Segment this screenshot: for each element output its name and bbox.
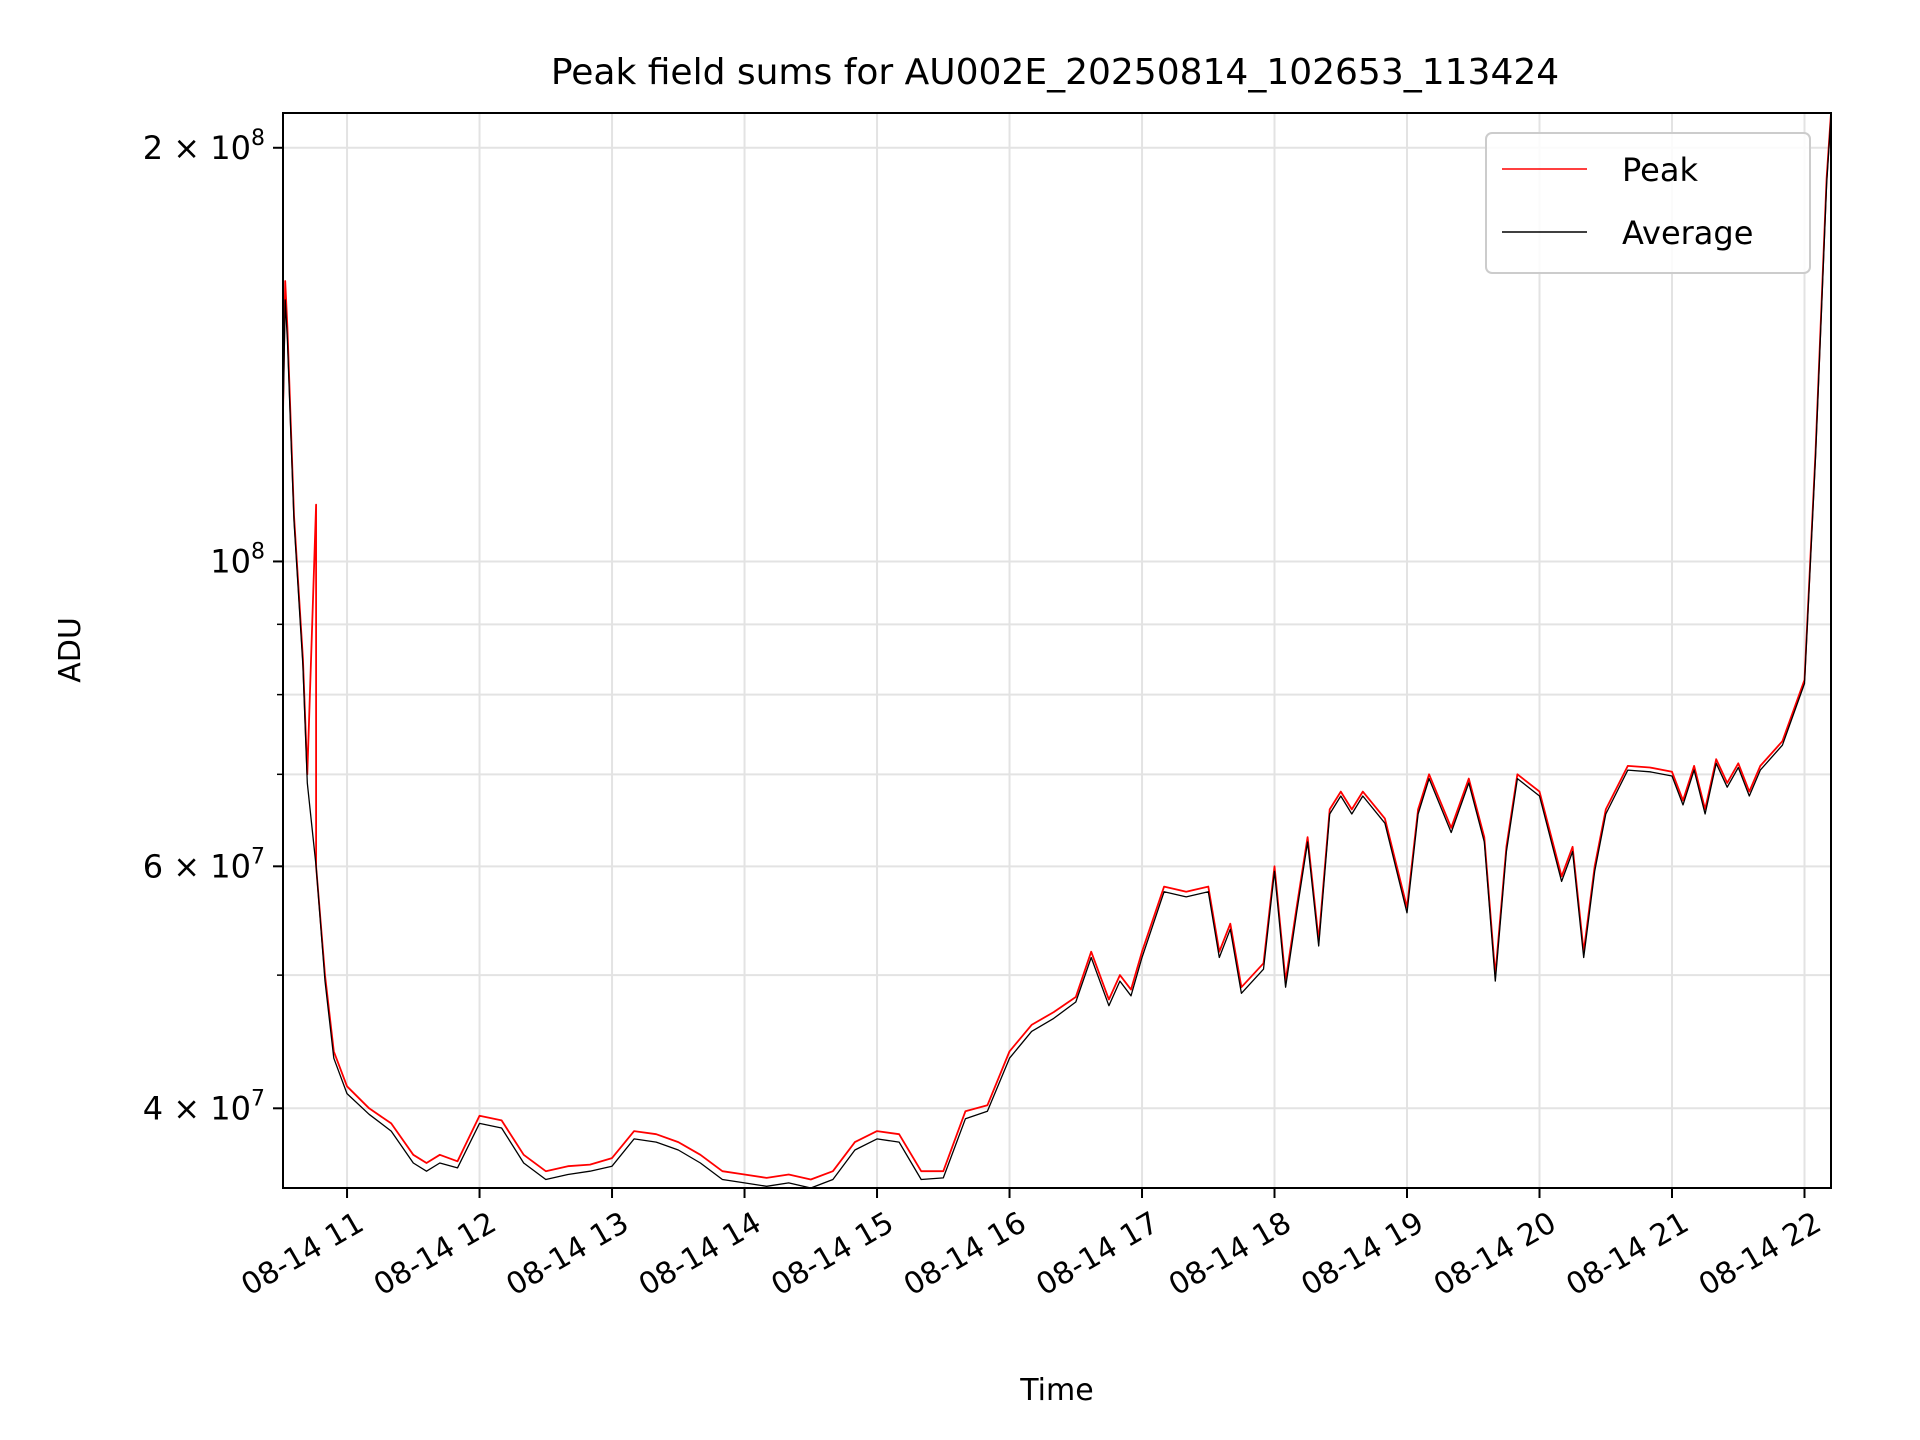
series-line-peak (282, 112, 1832, 1181)
plot-area (283, 113, 1831, 1188)
y-tick-label: 108 (210, 539, 265, 580)
legend-label-peak: Peak (1622, 151, 1698, 189)
legend-label-average: Average (1622, 214, 1753, 252)
series-line-average (282, 115, 1832, 1189)
plot-frame (282, 112, 1832, 1189)
y-axis-label: ADU (53, 617, 88, 683)
y-axis-ticks: 4 × 107 6 × 107 108 2 × 108 (143, 126, 283, 1127)
y-tick-label: 4 × 107 (143, 1086, 265, 1127)
y-tick-label: 6 × 107 (143, 844, 265, 885)
series-lines (282, 112, 1832, 1189)
chart-title: Peak field sums for AU002E_20250814_1026… (551, 52, 1559, 93)
legend: Peak Average (1485, 132, 1811, 274)
y-tick-label: 2 × 108 (143, 126, 265, 167)
legend-box (1485, 132, 1811, 274)
x-axis-label: Time (1019, 1373, 1093, 1408)
